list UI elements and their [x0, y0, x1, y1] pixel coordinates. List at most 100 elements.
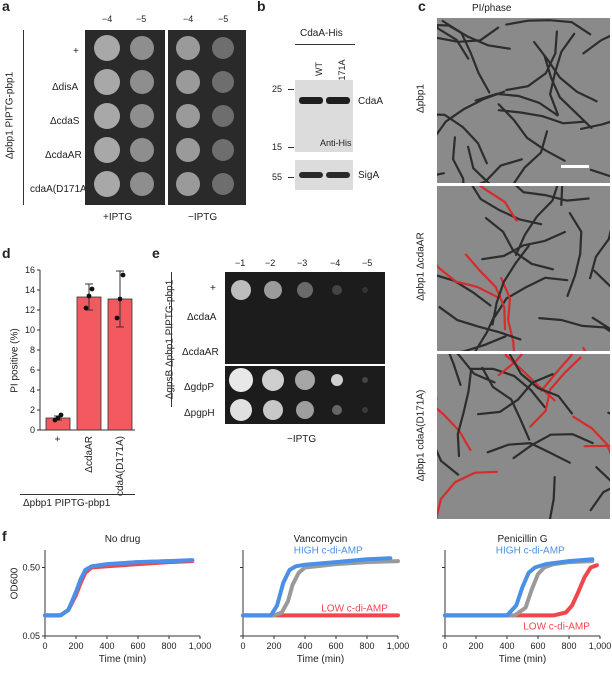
- colony-spot: [212, 139, 234, 161]
- colony-spot: [362, 407, 368, 413]
- y-tick-label: 4: [30, 385, 35, 395]
- y-tick-label: 12: [25, 305, 35, 315]
- x-tick-label: 200: [266, 641, 281, 651]
- plate-top: [225, 272, 385, 364]
- series-label-low: LOW c-di-AMP: [321, 603, 388, 614]
- row-label: cdaA(D171A): [30, 184, 91, 195]
- x-tick-label: 400: [99, 641, 114, 651]
- y-tick-label: 2: [30, 405, 35, 415]
- chart-title: Vancomycin: [294, 534, 348, 545]
- cell-chain: [484, 217, 554, 271]
- cells-image: [437, 19, 610, 183]
- cell-chain: [437, 172, 445, 176]
- colony-spot: [230, 399, 252, 421]
- colony-spot: [296, 401, 314, 419]
- cell-chain: [540, 354, 574, 392]
- colony-spot: [331, 374, 343, 386]
- cell-chain: [437, 24, 470, 60]
- cell-chain: [467, 145, 491, 183]
- y-tick-label: 16: [25, 265, 35, 275]
- band-label-siga: SigA: [358, 170, 380, 181]
- x-axis-label: Time (min): [99, 654, 146, 665]
- dilution-label: −4: [330, 258, 341, 268]
- colony-spot: [130, 138, 154, 162]
- cell-chain: [437, 407, 472, 452]
- row-label: ΔcdaA: [187, 312, 217, 323]
- cell-chain: [607, 411, 610, 415]
- x-tick-label: 800: [561, 641, 576, 651]
- row-label: ΔcdaAR: [182, 347, 219, 358]
- cell-chain: [437, 26, 500, 43]
- x-tick-label: 1,000: [189, 641, 212, 651]
- strain-axis-label: ΔgpsB Δpbp1 PIPTG-pbp1: [164, 279, 176, 400]
- row-label: +: [73, 46, 79, 57]
- x-tick-label: cdaA(D171A): [115, 436, 126, 496]
- cell-chain: [441, 19, 491, 94]
- condition-label: +IPTG: [103, 212, 133, 223]
- micrograph-strain-label: Δpbp1 cdaA(D171A): [415, 389, 427, 482]
- cell-chain: [437, 470, 498, 519]
- bar-chart: 0 2 4 6 8 10 12 14 16 + ΔcdaAR cdaA(D171A): [25, 265, 135, 496]
- band-label-cdaa: CdaA: [358, 96, 384, 107]
- cell-chain: [512, 433, 594, 460]
- colony-spot: [332, 405, 342, 415]
- panel-b-label: b: [257, 0, 266, 14]
- colony-spot: [130, 172, 154, 196]
- marker-tick: [288, 177, 294, 178]
- y-tick-label: 14: [25, 285, 35, 295]
- cell-chain: [459, 335, 507, 351]
- cell-chain: [543, 55, 593, 129]
- plate-plus-iptg: [85, 30, 165, 205]
- dilution-label: −1: [235, 258, 246, 268]
- x-axis-label: Time (min): [297, 654, 344, 665]
- panel-e-label: e: [152, 245, 160, 261]
- cell-chain: [548, 476, 556, 519]
- cell-chain: [456, 368, 473, 458]
- cell-chain: [438, 306, 522, 341]
- colony-spot: [94, 137, 120, 163]
- cell-chain: [582, 34, 610, 55]
- series-label-high: HIGH c-di-AMP: [294, 545, 363, 556]
- micrograph-strain-label: Δpbp1 ΔcdaAR: [415, 232, 427, 301]
- colony-spot: [94, 103, 120, 129]
- blot-cdaa: [295, 80, 353, 152]
- strain-bracket: [20, 494, 135, 495]
- colony-spot: [362, 377, 368, 383]
- dilution-label: −4: [183, 14, 194, 24]
- cell-chain: [486, 441, 571, 464]
- colony-spot: [264, 281, 282, 299]
- cell-chain: [451, 136, 465, 183]
- colony-spot: [332, 285, 342, 295]
- data-point: [55, 415, 61, 421]
- cell-chain: [593, 269, 610, 288]
- strain-axis-label: Δpbp1 PIPTG-pbp1: [4, 71, 16, 160]
- series-line: [241, 559, 400, 618]
- row-label: ΔdisA: [52, 82, 79, 93]
- cell-chain: [497, 354, 524, 377]
- colony-spot: [212, 173, 234, 195]
- cell-chain: [481, 366, 531, 441]
- data-point: [89, 286, 95, 292]
- plate-minus-iptg: [168, 30, 246, 205]
- cell-chain: [512, 130, 549, 183]
- cell-chain: [470, 367, 546, 409]
- micrograph-strain-label: Δpbp1: [415, 84, 427, 113]
- colony-spot: [263, 400, 283, 420]
- cell-chain: [437, 397, 460, 476]
- cell-chain: [505, 19, 592, 36]
- header-line: [295, 44, 355, 45]
- colony-spot: [212, 37, 234, 59]
- x-tick-label: +: [53, 436, 64, 442]
- series-line: [443, 563, 599, 618]
- data-point: [120, 272, 126, 278]
- y-tick-label: 8: [30, 345, 35, 355]
- row-label: ΔgdpP: [184, 382, 215, 393]
- blot-siga: [295, 160, 353, 190]
- row-label: +: [210, 283, 216, 294]
- x-tick-label: 200: [468, 641, 483, 651]
- cell-chain: [456, 354, 496, 384]
- dilution-label: −5: [136, 14, 147, 24]
- series-line: [43, 558, 195, 618]
- panel-c-label: c: [418, 0, 426, 14]
- colony-spot: [176, 104, 200, 128]
